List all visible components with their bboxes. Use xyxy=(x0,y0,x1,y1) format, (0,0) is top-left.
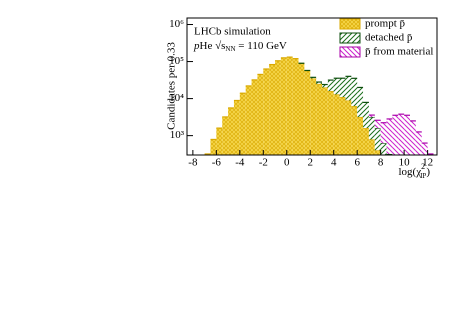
legend-swatch xyxy=(339,46,361,58)
x-label-part: log(χ xyxy=(398,166,421,178)
x-label-part: ) xyxy=(426,166,430,178)
histogram-bar xyxy=(263,68,270,155)
histogram-bar xyxy=(245,85,252,155)
histogram-bar xyxy=(380,143,387,155)
histogram-bar xyxy=(345,100,352,155)
histogram-bar xyxy=(357,87,364,117)
y-tick-label: 10⁴ xyxy=(169,92,184,104)
histogram-bar xyxy=(222,116,229,155)
histogram-bar xyxy=(368,116,375,140)
annotation-part: NN xyxy=(225,45,235,53)
plot-area xyxy=(204,56,434,155)
x-tick-label: 4 xyxy=(331,157,337,169)
histogram-bar xyxy=(327,91,334,155)
histogram-bar xyxy=(410,120,416,155)
annotation: LHCb simulation xyxy=(194,26,271,38)
histogram-bar xyxy=(316,82,322,84)
histogram-bar xyxy=(327,80,334,92)
histogram-bar xyxy=(310,78,317,155)
histogram-bar xyxy=(292,58,299,155)
histogram-bar xyxy=(233,100,240,155)
histogram-bar xyxy=(363,102,369,129)
histogram-bar xyxy=(251,79,258,155)
histogram-bar xyxy=(210,139,217,155)
x-axis-label: log(χ2 IP) xyxy=(398,162,430,180)
y-tick-label: 10⁶ xyxy=(169,18,184,30)
x-tick-label: 8 xyxy=(378,157,384,169)
histogram-bar xyxy=(374,128,381,151)
x-tick-label: 12 xyxy=(422,157,433,169)
histogram-bar xyxy=(257,74,264,155)
y-tick-label: 10³ xyxy=(170,129,185,141)
x-label-part: 2 xyxy=(421,162,425,171)
x-tick-label: 6 xyxy=(354,157,360,169)
histogram-bar xyxy=(280,57,287,155)
histogram-bar xyxy=(333,94,340,155)
histogram-bar xyxy=(357,116,364,155)
histogram-bar xyxy=(363,128,369,155)
histogram-bar xyxy=(286,57,293,155)
histogram-bar xyxy=(333,78,340,95)
histogram-bar xyxy=(304,70,311,155)
x-tick-label: 2 xyxy=(307,157,313,169)
annotation-part: √s xyxy=(215,40,225,52)
legend-swatch xyxy=(339,32,361,44)
histogram-bar xyxy=(380,122,387,144)
x-tick-label: -4 xyxy=(235,157,245,169)
histogram-bar xyxy=(298,63,305,155)
histogram-bar xyxy=(351,78,358,107)
histogram-bar xyxy=(345,76,352,101)
histogram-bar xyxy=(216,128,223,155)
histogram-bar xyxy=(275,60,281,155)
histogram-bar xyxy=(415,131,422,155)
histogram-bar xyxy=(404,115,411,155)
annotation-part: p xyxy=(193,40,200,52)
x-label-part: IP xyxy=(420,172,426,180)
histogram-bar xyxy=(421,143,428,155)
histogram-bar xyxy=(386,118,393,154)
x-tick-label: -6 xyxy=(212,157,222,169)
x-tick-label: 10 xyxy=(399,157,411,169)
x-tick-label: -8 xyxy=(188,157,198,169)
histogram-bar xyxy=(374,150,381,155)
annotation-part: = 110 GeV xyxy=(236,40,287,52)
histogram-bar xyxy=(374,120,381,129)
histogram-bar xyxy=(351,106,358,155)
x-tick-label: -2 xyxy=(259,157,268,169)
histogram-bar xyxy=(316,83,322,155)
histogram-bar xyxy=(368,139,375,155)
y-axis-label: Candidates per 0.33 xyxy=(166,42,178,130)
histogram-bar xyxy=(392,115,399,155)
histogram-bar xyxy=(339,78,346,98)
legend-label: p̄ from material xyxy=(365,46,433,58)
annotation: pHe √sNN = 110 GeV xyxy=(193,40,287,53)
y-tick-label: 10⁵ xyxy=(169,55,184,67)
legend-label: prompt p̄ xyxy=(365,18,406,30)
histogram-bar xyxy=(368,115,375,117)
histogram-bar xyxy=(239,93,246,155)
annotation-part: He xyxy=(200,40,216,52)
x-tick-label: 0 xyxy=(284,157,290,169)
plot-frame xyxy=(186,17,438,156)
histogram-bar xyxy=(228,107,234,155)
histogram-bar xyxy=(321,87,328,155)
histogram-bar xyxy=(269,64,276,155)
legend-swatch xyxy=(339,18,361,30)
histogram-bar xyxy=(339,97,346,155)
histogram-bar xyxy=(321,84,328,88)
histogram-bar xyxy=(398,114,405,155)
legend-label: detached p̄ xyxy=(365,32,413,44)
